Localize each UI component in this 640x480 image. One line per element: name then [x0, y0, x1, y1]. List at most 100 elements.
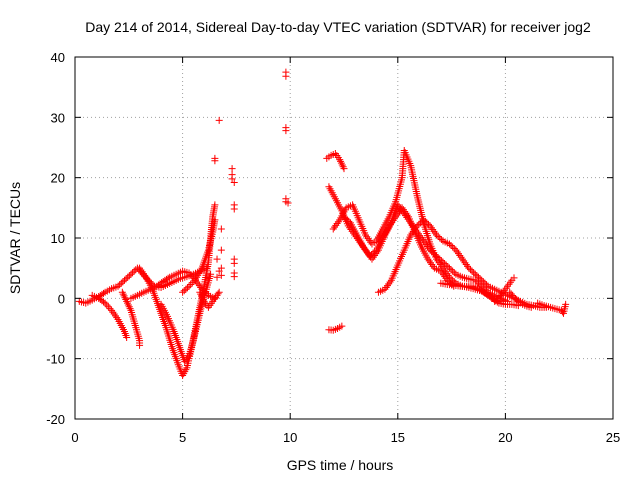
- x-axis-label: GPS time / hours: [287, 457, 394, 473]
- data-point: [383, 282, 391, 290]
- data-point: [494, 295, 502, 303]
- data-point: [393, 211, 401, 219]
- y-axis-label: SDTVAR / TECUs: [7, 182, 23, 294]
- data-point: [230, 178, 238, 186]
- data-point: [139, 270, 147, 278]
- data-point: [338, 322, 346, 330]
- data-point: [439, 271, 447, 279]
- data-point: [363, 233, 371, 241]
- data-point: [369, 249, 377, 257]
- data-point: [388, 218, 396, 226]
- data-point: [449, 243, 457, 251]
- data-point: [217, 246, 225, 254]
- data-point: [401, 207, 409, 215]
- data-point: [180, 287, 188, 295]
- data-point: [460, 257, 468, 265]
- data-point: [230, 259, 238, 267]
- data-point: [421, 217, 429, 225]
- data-point: [123, 297, 131, 305]
- data-point: [198, 292, 206, 300]
- data-point: [385, 222, 393, 230]
- data-point: [447, 266, 455, 274]
- data-point: [452, 246, 460, 254]
- data-point: [122, 275, 130, 283]
- data-point: [106, 305, 114, 313]
- y-axis-ticks: -20 -10 0 10 20 30 40: [46, 50, 613, 427]
- data-point: [476, 281, 484, 289]
- data-point: [125, 272, 133, 280]
- x-tick-label: 10: [283, 430, 297, 445]
- data-point: [329, 225, 337, 233]
- data-point: [198, 294, 206, 302]
- data-point: [213, 255, 221, 263]
- data-point: [449, 267, 457, 275]
- y-tick-label: 30: [51, 110, 65, 125]
- data-point: [124, 273, 132, 281]
- data-point: [438, 262, 446, 270]
- data-point: [228, 165, 236, 173]
- data-point: [282, 72, 290, 80]
- data-point: [464, 262, 472, 270]
- data-point: [466, 266, 474, 274]
- data-point: [454, 250, 462, 258]
- data-point: [435, 259, 443, 267]
- data-point: [124, 301, 132, 309]
- data-point: [120, 276, 128, 284]
- data-point: [434, 257, 442, 265]
- data-point: [185, 282, 193, 290]
- data-point: [110, 310, 118, 318]
- data-point: [345, 217, 353, 225]
- data-point: [109, 308, 117, 316]
- data-point: [363, 248, 371, 256]
- data-point: [215, 116, 223, 124]
- data-point: [445, 240, 453, 248]
- data-point: [364, 235, 372, 243]
- data-point: [402, 209, 410, 217]
- data-point: [100, 289, 108, 297]
- data-point: [425, 257, 433, 265]
- data-point: [129, 269, 137, 277]
- data-point: [483, 281, 491, 289]
- data-point: [433, 231, 441, 239]
- data-point: [339, 163, 347, 171]
- data-point: [197, 266, 205, 274]
- data-point: [333, 220, 341, 228]
- data-point: [284, 199, 292, 207]
- data-point: [465, 264, 473, 272]
- data-point: [447, 279, 455, 287]
- x-tick-label: 25: [606, 430, 620, 445]
- data-point: [478, 276, 486, 284]
- grid: [75, 57, 613, 419]
- data-point: [394, 209, 402, 217]
- data-point: [389, 217, 397, 225]
- data-point: [228, 175, 236, 183]
- data-point: [230, 205, 238, 213]
- data-point: [182, 285, 190, 293]
- data-point: [427, 224, 435, 232]
- data-point: [437, 236, 445, 244]
- data-point: [121, 294, 129, 302]
- data-point: [183, 284, 191, 292]
- data-point: [398, 204, 406, 212]
- y-tick-label: 20: [51, 171, 65, 186]
- data-point: [481, 279, 489, 287]
- data-point: [427, 259, 435, 267]
- data-point: [141, 271, 149, 279]
- data-point: [476, 275, 484, 283]
- data-point: [361, 245, 369, 253]
- data-point: [471, 276, 479, 284]
- y-tick-label: 0: [58, 291, 65, 306]
- data-point: [420, 216, 428, 224]
- data-point: [104, 303, 112, 311]
- chart-title: Day 214 of 2014, Sidereal Day-to-day VTE…: [85, 19, 591, 35]
- data-point: [418, 235, 426, 243]
- data-point: [366, 252, 374, 260]
- data-point: [217, 225, 225, 233]
- y-tick-label: -10: [46, 352, 65, 367]
- data-point: [113, 314, 121, 322]
- data-point: [111, 312, 119, 320]
- data-point: [424, 220, 432, 228]
- data-point: [438, 269, 446, 277]
- x-tick-label: 20: [498, 430, 512, 445]
